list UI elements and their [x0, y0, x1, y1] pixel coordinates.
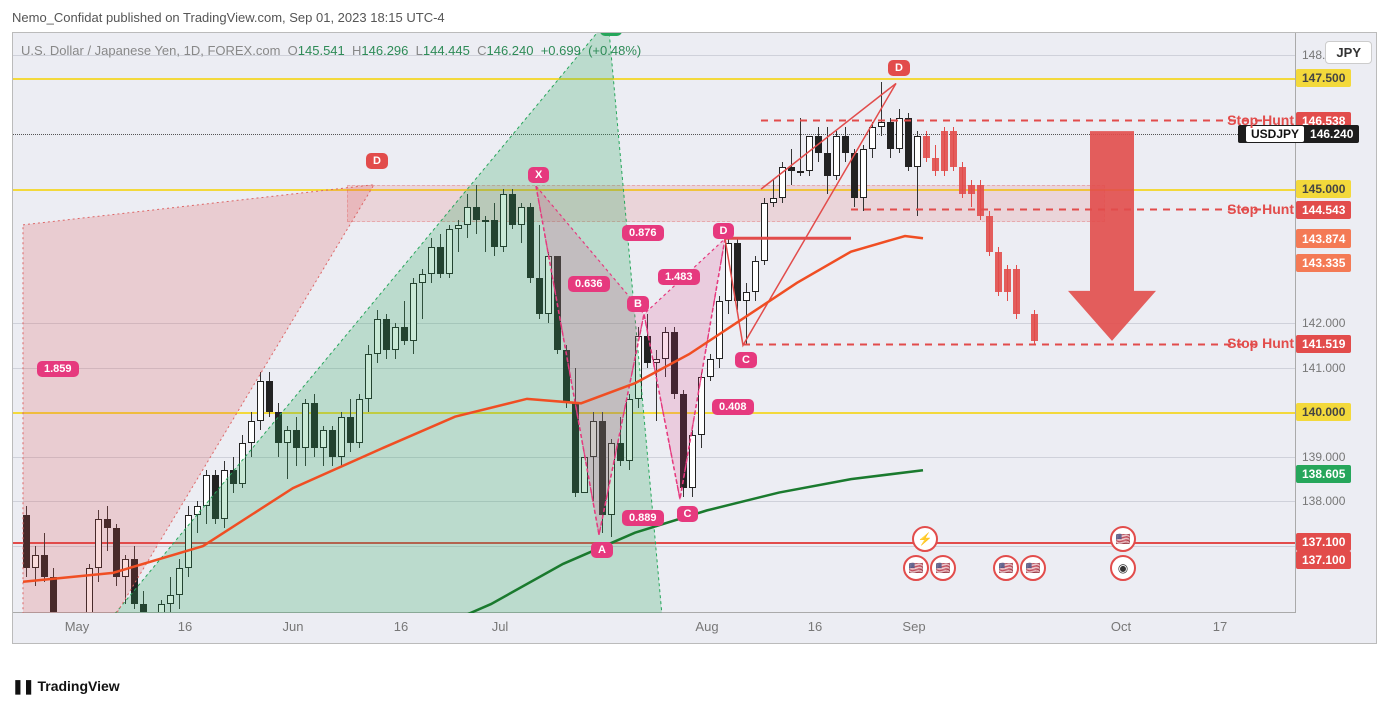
- chart-container[interactable]: U.S. Dollar / Japanese Yen, 1D, FOREX.co…: [12, 32, 1377, 644]
- tradingview-logo: ❚❚TradingView: [12, 678, 120, 695]
- symbol-info: U.S. Dollar / Japanese Yen, 1D, FOREX.co…: [21, 43, 641, 58]
- page: Nemo_Confidat published on TradingView.c…: [0, 0, 1387, 707]
- plot-area[interactable]: Stop HuntStop HuntStop HuntXABCDCDCD1.85…: [13, 33, 1296, 613]
- symbol-badge[interactable]: JPY: [1325, 41, 1372, 64]
- publish-line: Nemo_Confidat published on TradingView.c…: [12, 10, 445, 25]
- x-axis[interactable]: May16Jun16JulAug16SepOct17: [13, 612, 1296, 643]
- y-axis[interactable]: 148.000142.000141.000139.000138.000147.5…: [1295, 33, 1376, 613]
